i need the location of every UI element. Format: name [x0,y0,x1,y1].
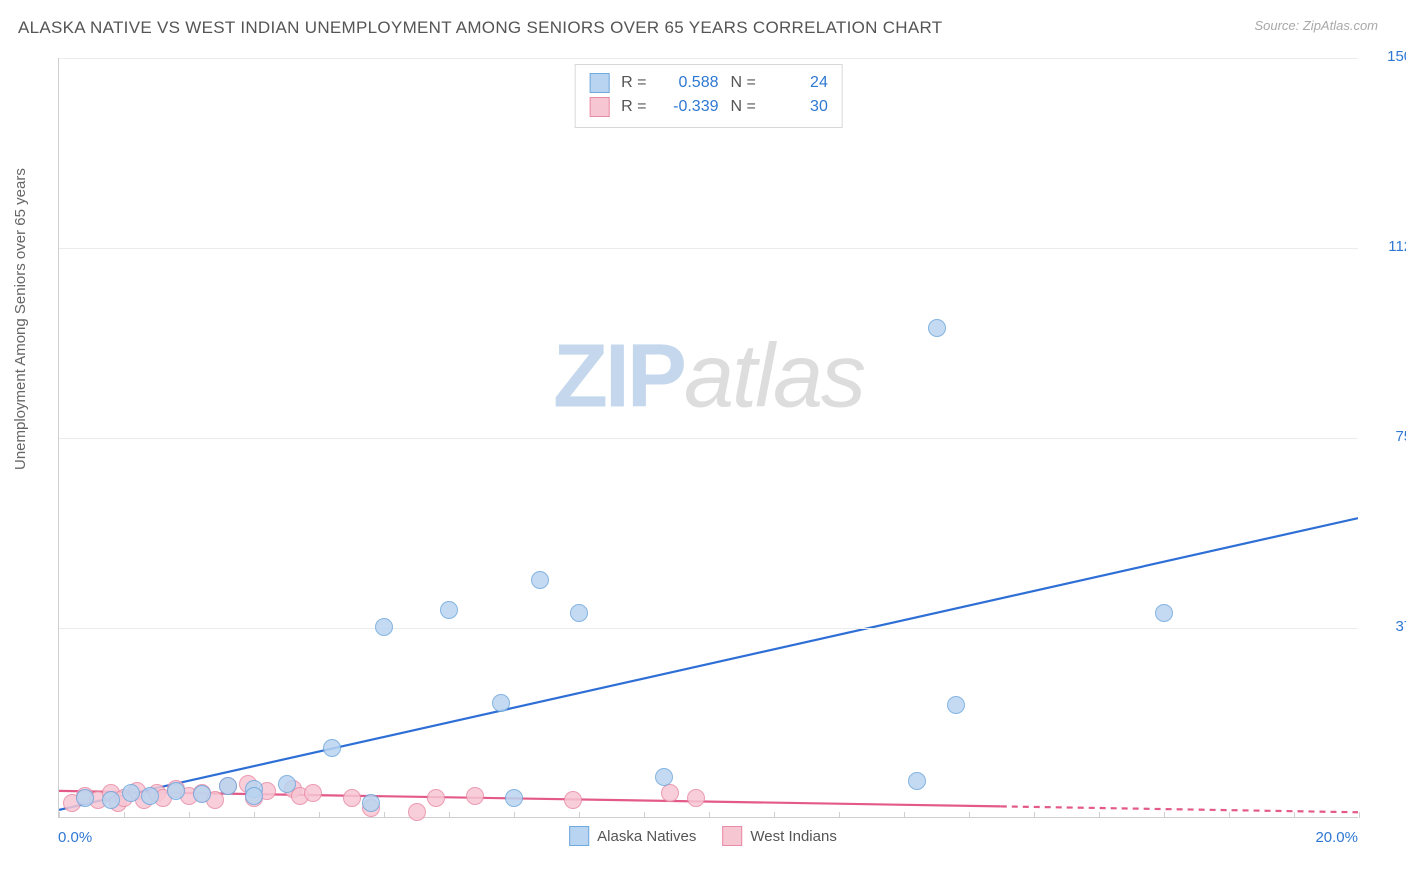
scatter-point-blue [531,571,549,589]
x-tick [1099,812,1100,818]
gridline [59,438,1358,439]
stats-row-pink: R = -0.339 N = 30 [589,95,828,119]
y-tick-label: 37.5% [1368,618,1406,635]
x-tick [514,812,515,818]
source-label: Source: ZipAtlas.com [1254,18,1378,33]
x-tick [1229,812,1230,818]
scatter-point-blue [440,601,458,619]
scatter-point-blue [947,696,965,714]
x-tick [449,812,450,818]
scatter-point-pink [564,791,582,809]
x-tick [969,812,970,818]
y-tick-label: 112.5% [1368,238,1406,255]
scatter-point-blue [122,784,140,802]
scatter-point-blue [76,789,94,807]
x-tick [384,812,385,818]
scatter-point-blue [362,794,380,812]
r-label: R = [621,95,646,119]
chart-title: ALASKA NATIVE VS WEST INDIAN UNEMPLOYMEN… [18,18,942,38]
scatter-point-blue [167,782,185,800]
scatter-point-blue [193,785,211,803]
swatch-blue [569,826,589,846]
scatter-point-blue [245,787,263,805]
x-tick [189,812,190,818]
scatter-point-blue [278,775,296,793]
x-tick [1034,812,1035,818]
watermark-zip: ZIP [553,326,684,426]
x-tick [904,812,905,818]
x-tick [124,812,125,818]
swatch-blue [589,73,609,93]
gridline [59,628,1358,629]
y-tick-label: 75.0% [1368,428,1406,445]
n-label: N = [731,95,756,119]
scatter-point-pink [304,784,322,802]
scatter-point-pink [466,787,484,805]
watermark: ZIPatlas [553,325,864,428]
r-value-pink: -0.339 [659,95,719,119]
scatter-point-blue [1155,604,1173,622]
n-value-pink: 30 [768,95,828,119]
bottom-legend: Alaska Natives West Indians [569,826,837,846]
scatter-point-blue [323,739,341,757]
y-tick-label: 150.0% [1368,48,1406,65]
chart-area: Unemployment Among Seniors over 65 years… [18,50,1388,860]
n-label: N = [731,71,756,95]
x-tick [1294,812,1295,818]
stats-legend: R = 0.588 N = 24 R = -0.339 N = 30 [574,64,843,128]
legend-item-blue: Alaska Natives [569,826,696,846]
x-tick [774,812,775,818]
legend-item-pink: West Indians [722,826,836,846]
scatter-point-blue [375,618,393,636]
r-label: R = [621,71,646,95]
legend-label-pink: West Indians [750,828,836,845]
scatter-point-blue [655,768,673,786]
stats-row-blue: R = 0.588 N = 24 [589,71,828,95]
scatter-point-pink [661,784,679,802]
watermark-atlas: atlas [684,326,864,426]
swatch-pink [589,97,609,117]
scatter-point-blue [570,604,588,622]
x-tick [644,812,645,818]
swatch-pink [722,826,742,846]
scatter-point-blue [219,777,237,795]
scatter-point-blue [928,319,946,337]
y-axis-label: Unemployment Among Seniors over 65 years [12,168,29,470]
scatter-point-blue [908,772,926,790]
scatter-point-blue [102,791,120,809]
scatter-point-pink [687,789,705,807]
gridline [59,58,1358,59]
scatter-point-pink [427,789,445,807]
x-tick [579,812,580,818]
scatter-point-pink [343,789,361,807]
scatter-point-blue [492,694,510,712]
n-value-blue: 24 [768,71,828,95]
x-tick [1164,812,1165,818]
r-value-blue: 0.588 [659,71,719,95]
x-tick [59,812,60,818]
x-max-label: 20.0% [1315,829,1358,846]
scatter-point-blue [505,789,523,807]
x-origin-label: 0.0% [58,829,92,846]
legend-label-blue: Alaska Natives [597,828,696,845]
scatter-point-blue [141,787,159,805]
x-tick [1359,812,1360,818]
x-tick [254,812,255,818]
x-tick [709,812,710,818]
gridline [59,248,1358,249]
x-tick [839,812,840,818]
x-tick [319,812,320,818]
plot-region: ZIPatlas R = 0.588 N = 24 R = -0.339 N =… [58,58,1358,818]
scatter-point-pink [408,803,426,821]
